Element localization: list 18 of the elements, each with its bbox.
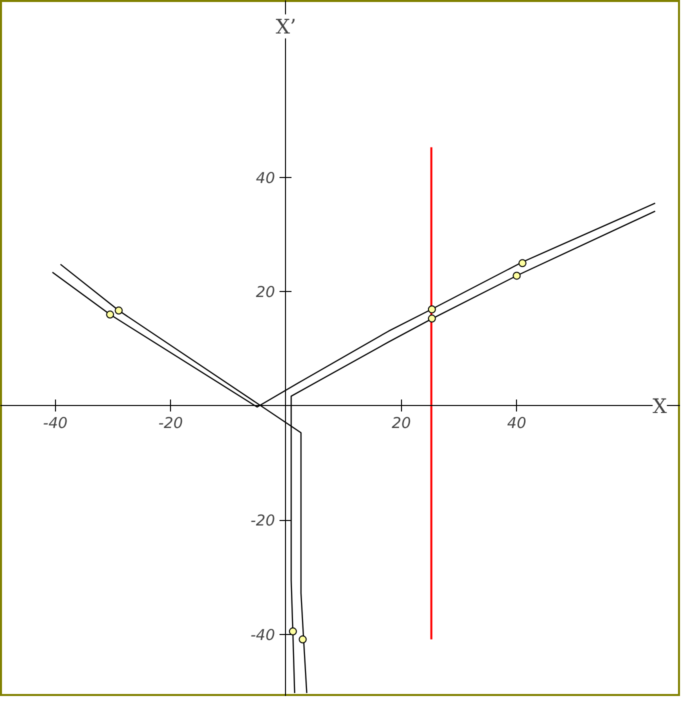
x-axis-title: X [652, 394, 668, 418]
point [114, 306, 123, 315]
point [288, 627, 297, 636]
point [298, 635, 307, 644]
point [428, 314, 436, 323]
y-tick-label: -40 [250, 626, 275, 644]
point [518, 259, 526, 268]
x-tick-label: -40 [43, 414, 68, 432]
x-tick-label: -20 [158, 414, 183, 432]
point [106, 310, 114, 319]
y-tick-label: -20 [250, 512, 275, 530]
x-tick-label: 40 [507, 414, 526, 432]
y-tick-label: 40 [256, 169, 276, 187]
point [512, 272, 521, 280]
y-tick-label: 20 [256, 283, 276, 302]
point [428, 305, 436, 314]
x-tick-label: 20 [392, 414, 411, 432]
y-axis-title: X’ [276, 14, 296, 38]
